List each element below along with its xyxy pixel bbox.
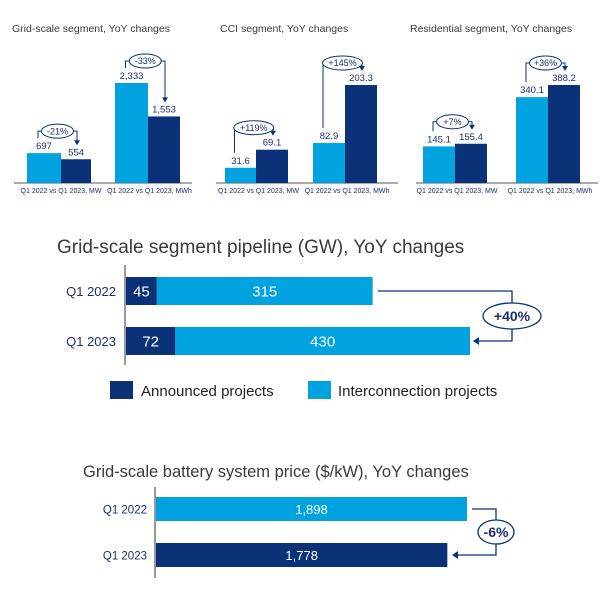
bar-q1-2023: [455, 143, 487, 183]
category-label: Q1 2022 vs Q1 2023, MWh: [107, 188, 192, 195]
bar-q1-2022: [27, 153, 61, 183]
bar-q1-2023: [148, 116, 180, 183]
data-label: 82.9: [320, 131, 339, 142]
bar-q1-2022: [516, 97, 548, 183]
arrow-down-icon: [469, 124, 475, 130]
category-label: Q1 2022: [103, 505, 147, 517]
bar-q1-2022: [225, 167, 256, 183]
bar-value-label: 1,778: [285, 548, 318, 563]
change-badge-text: +145%: [328, 58, 356, 68]
data-label: 697: [36, 141, 52, 152]
data-label: 388.2: [552, 73, 576, 84]
bar-price: [156, 497, 467, 521]
bar-q1-2023: [345, 85, 377, 183]
segment-chart-1: Grid-scale segment, YoY changes 697 554 Q1 …: [12, 23, 192, 195]
price-title: Grid-scale battery system price ($/kW), …: [83, 463, 469, 481]
change-badge: [482, 302, 542, 330]
bar-announced: [126, 277, 157, 305]
change-badge-text: +7%: [443, 117, 461, 127]
category-label: Q1 2022 vs Q1 2023, MW: [218, 188, 299, 195]
arrow-left-icon: [452, 551, 458, 559]
change-badge-text: -33%: [135, 56, 156, 66]
data-label: 145.1: [427, 134, 451, 145]
category-label: Q1 2022 vs Q1 2023, MWh: [508, 188, 593, 195]
change-badge-text: +36%: [534, 58, 557, 68]
arrow-down-icon: [74, 140, 80, 146]
bar-q1-2023: [548, 85, 580, 183]
segment-chart-title: Grid-scale segment, YoY changes: [12, 23, 170, 35]
arrow-down-icon: [162, 97, 168, 103]
change-badge: [41, 123, 74, 139]
data-label: 31.6: [231, 156, 250, 167]
change-badge: [233, 120, 275, 136]
bar-q1-2023: [61, 159, 91, 183]
change-badge-text: -6%: [484, 524, 509, 540]
data-label: 155.4: [459, 132, 483, 143]
change-badge: [529, 55, 562, 71]
change-badge: [128, 53, 162, 69]
bar-value-label: 72: [142, 334, 159, 351]
arrow-left-icon: [473, 337, 479, 345]
arrow-down-icon: [562, 66, 568, 71]
data-label: 69.1: [263, 138, 282, 149]
bar-value-label: 430: [310, 334, 335, 351]
change-badge-text: +40%: [494, 308, 531, 324]
segment-chart-title: CCI segment, YoY changes: [220, 23, 348, 35]
change-badge-text: -21%: [47, 126, 68, 136]
category-label: Q1 2022 vs Q1 2023, MW: [21, 188, 102, 195]
arrow-down-icon: [270, 130, 276, 136]
arrow-down-icon: [359, 66, 365, 71]
category-label: Q1 2022: [66, 284, 116, 299]
category-label: Q1 2022 vs Q1 2023, MW: [417, 188, 498, 195]
bar-interconnection: [156, 277, 373, 305]
bar-value-label: 45: [133, 284, 150, 301]
bar-q1-2022: [313, 143, 345, 183]
segment-chart-2: CCI segment, YoY changes 31.6 69.1 Q1 2022 …: [216, 23, 398, 195]
bar-q1-2022: [423, 146, 455, 183]
category-label: Q1 2022 vs Q1 2023, MWh: [305, 188, 390, 195]
data-label: 2,333: [120, 71, 144, 82]
segment-chart-3: Residential segment, YoY changes 145.1 155…: [410, 23, 598, 195]
data-label: 1,553: [152, 104, 176, 115]
legend-label: Interconnection projects: [338, 383, 497, 400]
bar-interconnection: [175, 327, 471, 355]
bar-value-label: 1,898: [295, 502, 328, 517]
pipeline-title: Grid-scale segment pipeline (GW), YoY ch…: [57, 237, 464, 258]
legend-label: Announced projects: [141, 383, 274, 400]
bar-q1-2023: [256, 149, 288, 183]
bar-announced: [126, 327, 176, 355]
category-label: Q1 2023: [103, 551, 147, 563]
bar-price: [156, 543, 448, 567]
change-badge: [477, 519, 515, 545]
change-badge-text: +119%: [240, 123, 268, 133]
data-label: 340.1: [520, 85, 544, 96]
bar-value-label: 315: [252, 284, 277, 301]
data-label: 554: [68, 147, 84, 158]
bar-q1-2022: [115, 83, 148, 183]
category-label: Q1 2023: [66, 334, 116, 349]
legend-swatch-interconnection: [308, 381, 331, 399]
data-label: 203.3: [349, 73, 373, 84]
change-badge: [322, 55, 363, 71]
change-badge: [436, 114, 469, 130]
legend-swatch-announced: [110, 381, 133, 399]
segment-chart-title: Residential segment, YoY changes: [410, 23, 572, 35]
legend: Announced projects Interconnection projec…: [110, 381, 497, 400]
